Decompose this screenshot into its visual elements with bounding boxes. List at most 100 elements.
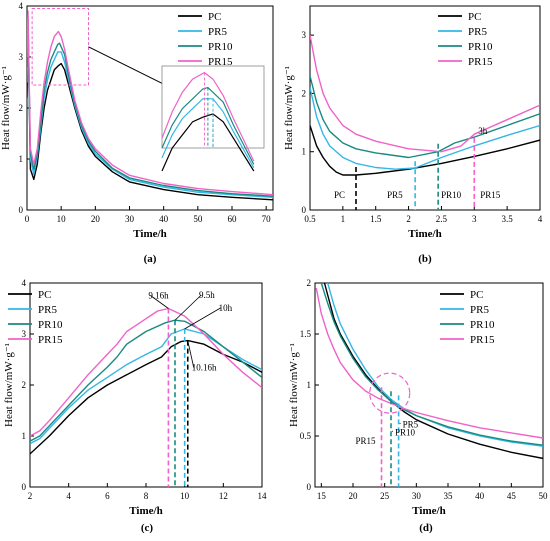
panel-b-x-tick-label: 0.5: [304, 214, 316, 224]
panel-d-y-tick-label: 0.5: [300, 431, 312, 441]
panel-c-annotation: 10.16h: [192, 363, 217, 373]
panel-b-x-tick-label: 1.5: [370, 214, 382, 224]
panel-a-series-pr15: [27, 10, 273, 196]
panel-a-series-pc: [27, 25, 273, 201]
panel-c-annotation: 10h: [219, 303, 233, 313]
panel-a-legend-label-pr15: PR15: [208, 56, 233, 68]
panel-b-x-axis-title: Time/h: [408, 228, 441, 240]
panel-d-x-tick-label: 50: [539, 491, 549, 501]
panel-a-y-axis-title: Heat flow/mW·g⁻¹: [0, 66, 12, 150]
panel-b-legend-label-pc: PC: [468, 11, 481, 23]
panel-c-legend-label-pc: PC: [38, 289, 51, 301]
panel-b-y-axis-title: Heat flow/mW·g⁻¹: [283, 66, 295, 150]
panel-d-x-axis-title: Time/h: [412, 505, 445, 517]
panel-b-annotation: 3h: [478, 126, 488, 136]
panel-c-annotation: 9.16h: [148, 291, 169, 301]
panel-b-y-tick-label: 0: [302, 205, 307, 215]
inset-series-pr5: [161, 98, 255, 168]
panel-c-x-tick-label: 14: [258, 491, 268, 501]
panel-d-series-pr15: [315, 287, 543, 439]
inset-series-pr10: [161, 86, 255, 165]
panel-d-y-axis-title: Heat flow/mW·g⁻¹: [288, 343, 300, 427]
panel-a-x-tick-label: 10: [57, 214, 67, 224]
panel-a-series-pr10: [27, 15, 273, 197]
panel-a-x-tick-label: 0: [25, 214, 30, 224]
panel-d-series-pr10: [320, 283, 543, 446]
panel-d-x-tick-label: 40: [475, 491, 485, 501]
panel-d-label: (d): [419, 522, 433, 534]
panel-b-legend-label-pr5: PR5: [468, 26, 487, 38]
panel-b-label: (b): [418, 253, 432, 265]
panel-d-y-tick-label: 2: [307, 278, 312, 288]
panel-d-y-tick-label: 1: [307, 380, 312, 390]
panel-d-legend-label-pr5: PR5: [470, 304, 489, 316]
panel-a-x-tick-label: 60: [228, 214, 238, 224]
panel-c-legend: PC PR5 PR10 PR15: [8, 289, 63, 346]
panel-c-annotation: 9.5h: [199, 290, 215, 300]
panel-a-y-tick-label: 2: [19, 103, 24, 113]
panel-c-anno-leader: [150, 295, 169, 309]
panel-a-y-tick-label: 3: [19, 52, 24, 62]
panel-a-series-group: [27, 10, 273, 201]
panel-d-x-tick-label: 25: [380, 491, 390, 501]
panel-c-legend-label-pr15: PR15: [38, 334, 63, 346]
panel-b-y-tick-label: 3: [302, 30, 307, 40]
panel-c-x-tick-label: 6: [105, 491, 110, 501]
panel-a-x-tick-label: 40: [159, 214, 169, 224]
inset: [161, 65, 265, 172]
panel-b-legend-label-pr15: PR15: [468, 56, 493, 68]
panel-c-anno-leader: [174, 294, 202, 321]
panel-c-x-tick-label: 2: [28, 491, 33, 501]
panel-c-legend-label-pr10: PR10: [38, 319, 63, 331]
panel-c-x-axis-title: Time/h: [129, 505, 162, 517]
panel-b-legend-label-pr10: PR10: [468, 41, 493, 53]
panel-d-x-tick-label: 35: [444, 491, 454, 501]
panel-d-legend: PC PR5 PR10 PR15: [440, 289, 495, 346]
panel-a-x-tick-label: 70: [262, 214, 272, 224]
panel-c-series-pr10: [30, 319, 262, 442]
panel-a-legend-label-pr5: PR5: [208, 26, 227, 38]
panel-d-legend-label-pr10: PR10: [470, 319, 495, 331]
panel-b-y-tick-label: 1: [302, 147, 307, 157]
panel-c-y-tick-label: 1: [22, 431, 27, 441]
panel-b-x-tick-label: 3.5: [502, 214, 514, 224]
panel-c-anno-leader: [187, 340, 195, 368]
panel-b-series-pr15: [310, 34, 540, 153]
panel-d-annotation: PR5: [403, 419, 419, 429]
panel-b-series-group: [310, 34, 540, 176]
panel-b-legend: PC PR5 PR10 PR15: [438, 11, 493, 68]
panel-c-label: (c): [141, 522, 154, 534]
panel-c-y-tick-label: 2: [22, 380, 27, 390]
panel-a-x-tick-label: 30: [125, 214, 135, 224]
panel-b-x-tick-label: 2.5: [436, 214, 448, 224]
panel-c-y-tick-label: 0: [22, 482, 27, 492]
panel-c-x-tick-label: 12: [219, 491, 228, 501]
panel-c-x-tick-label: 4: [66, 491, 71, 501]
panel-d-x-tick-label: 30: [412, 491, 422, 501]
panel-a-legend: PC PR5 PR10 PR15: [178, 11, 233, 68]
panel-c-x-tick-label: 10: [180, 491, 190, 501]
panel-c-series-pr15: [30, 307, 262, 437]
panel-a: 0 10 20 30 40 50 60 70 0 1 2 3 4 Time/h Heat flow/mW·g…: [0, 1, 274, 265]
panel-c-series-group: [30, 307, 262, 455]
panel-c-legend-label-pr5: PR5: [38, 304, 57, 316]
panel-c-x-tick-label: 8: [144, 491, 149, 501]
panel-d-x-tick-label: 20: [349, 491, 359, 501]
zoom-arrow: [88, 46, 171, 89]
panel-b-annotation: PR5: [387, 190, 403, 200]
intersection-circle: [369, 372, 411, 414]
panel-d-x-tick-label: 45: [507, 491, 517, 501]
panel-b-annotation: PC: [334, 190, 345, 200]
panel-b: 0.5 1 1.5 2 2.5 3 3.5 4 0 1 2 3 Time/h Heat flow/mW·g…: [283, 5, 543, 265]
panel-c-series-pc: [30, 339, 262, 455]
panel-d: 15 20 25 30 35 40 45 50 0 0.5 1 1.5 2 Time/h Heat flow…: [288, 278, 548, 534]
panel-b-annotation: PR15: [480, 190, 501, 200]
panel-b-y-tick-label: 2: [302, 88, 307, 98]
panel-b-x-tick-label: 4: [538, 214, 543, 224]
panel-c-series-pr5: [30, 328, 262, 445]
panel-b-x-tick-label: 3: [472, 214, 477, 224]
panel-a-label: (a): [144, 253, 157, 265]
panel-a-x-tick-label: 50: [193, 214, 203, 224]
